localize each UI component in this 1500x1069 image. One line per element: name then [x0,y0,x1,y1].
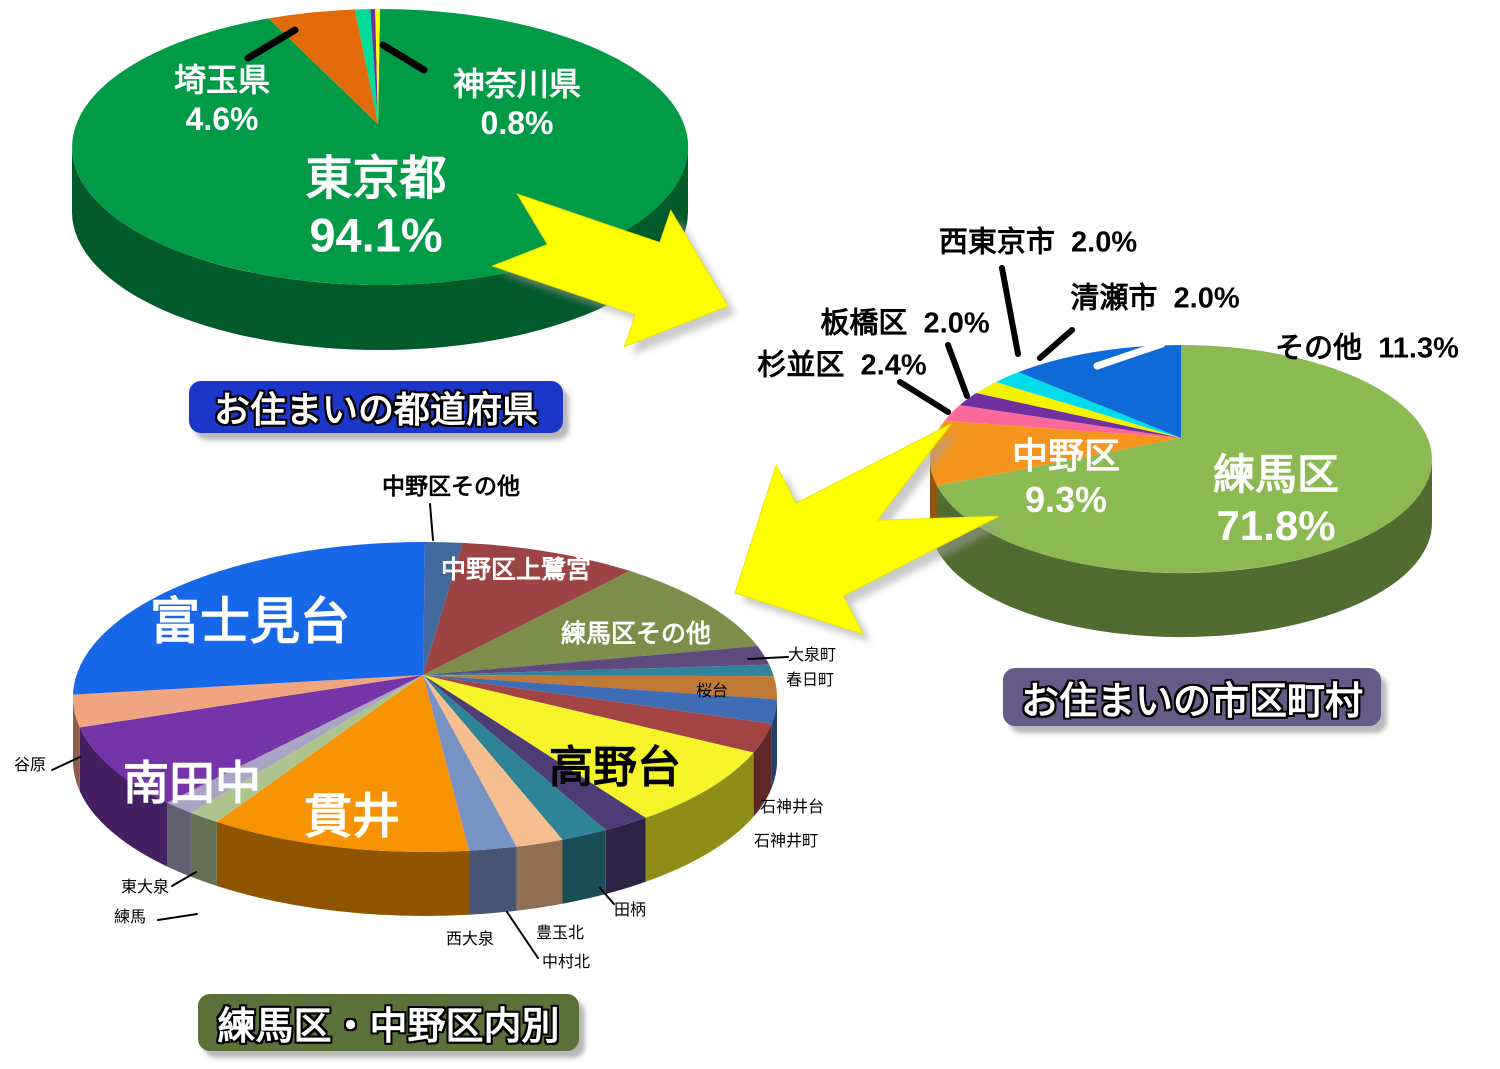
pie-slice-side [216,821,469,917]
pie-slice [959,393,1181,438]
leader-line [379,41,428,74]
pie-slice [423,675,563,847]
leader-line [429,503,434,541]
leader-line [897,379,951,415]
pie-slice [423,664,774,677]
pie-slice [370,9,378,124]
leader-line [1037,327,1075,361]
pie-slice [423,675,754,818]
badge-district-title: 練馬区・中野区内別 [198,994,579,1051]
pie-slice [937,345,1432,574]
pie-slice [423,675,606,840]
pie-district [72,542,778,917]
pie-slice [73,542,425,695]
pie-slice-side [605,817,646,894]
leader-line [747,656,789,660]
leader-line [945,342,970,399]
pie-slice-side [645,752,754,882]
pie-slice [929,420,1181,486]
leader-line [244,26,299,62]
leader-line [506,911,539,959]
badge-municipality-title: お住まいの市区町村 [1003,668,1381,726]
arrow-city-to-district [734,423,999,636]
pie-slice-side [469,846,517,915]
pie-slice [268,9,378,124]
pie-slice [423,675,646,830]
pie-slice [423,675,777,724]
leader-line [171,871,197,887]
pie-slice-side [937,459,1433,638]
pie-slice-side [516,839,563,911]
pie-slice [423,646,770,675]
pie-slice-side [72,147,688,350]
pie-slice [423,675,772,753]
pie-slice [944,405,1181,438]
pie-slice [423,542,630,675]
pie-slice [190,675,423,822]
pie-slice-side [167,802,191,877]
pie-slice-side [72,697,80,792]
pie-slice [354,9,378,125]
pie-slice [1018,345,1181,438]
pie-slice [72,675,424,728]
leader-line [1093,340,1166,370]
pie-slice-side [562,830,606,904]
pie-slice [79,675,424,803]
pie-slice [167,675,423,813]
pie-slice [216,675,469,853]
pie-slice-side [190,812,217,886]
pie-slice [423,675,778,700]
pie-slice [375,8,380,125]
pie-slice [976,382,1181,438]
pie-slice [423,542,463,675]
pie-slice-side [753,723,772,817]
leader-line [599,887,615,905]
leader-line [157,913,198,921]
pie-slice [423,570,758,675]
pie-municipality [929,345,1433,638]
leader-line [51,756,81,771]
leader-line [999,265,1021,357]
badge-prefecture-title: お住まいの都道府県 [189,381,563,433]
pie-slice-side [79,727,168,867]
arrow-prefecture-to-city [491,193,729,348]
pie-slice [995,372,1181,438]
pie-slice [423,675,517,851]
pie-slice-side [771,699,777,788]
